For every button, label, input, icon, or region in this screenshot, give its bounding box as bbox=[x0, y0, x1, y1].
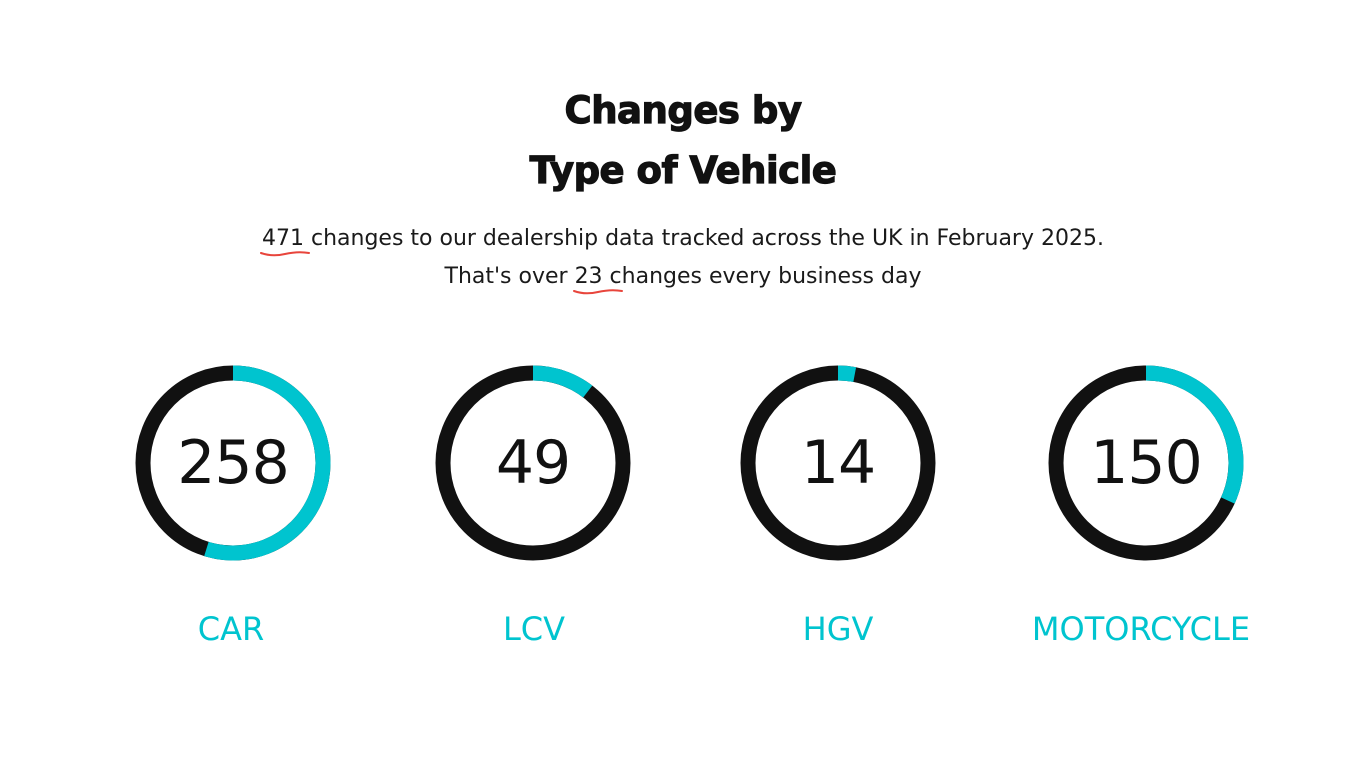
category-label-hgv: HGV bbox=[802, 610, 874, 648]
donut-svg-motorcycle bbox=[1048, 365, 1244, 561]
donut-car: 258 bbox=[134, 364, 332, 562]
daily-changes-value: 23 bbox=[574, 264, 603, 289]
category-label-motorcycle: MOTORCYCLE bbox=[1031, 610, 1251, 648]
total-changes-value: 471 bbox=[262, 226, 304, 251]
donut-share-arc-car bbox=[204, 365, 331, 561]
donut-svg-lcv bbox=[435, 365, 631, 561]
category-label-lcv: LCV bbox=[502, 610, 566, 648]
donut-value-lcv: 49 bbox=[495, 428, 571, 498]
page-title-line-1: Changes by bbox=[564, 88, 803, 132]
donut-svg-car bbox=[135, 365, 331, 561]
donut-value-car: 258 bbox=[177, 428, 290, 498]
summary-line-2-prefix: That's over bbox=[444, 264, 575, 289]
donut-hgv: 14 bbox=[739, 364, 937, 562]
donut-value-motorcycle: 150 bbox=[1090, 428, 1203, 498]
donut-share-arc-lcv bbox=[532, 365, 593, 398]
category-label-car: CAR bbox=[197, 610, 265, 648]
donut-lcv: 49 bbox=[434, 364, 632, 562]
summary-line-1-text: changes to our dealership data tracked a… bbox=[304, 226, 1104, 251]
donut-share-arc-hgv bbox=[837, 365, 857, 382]
donut-value-hgv: 14 bbox=[800, 428, 876, 498]
summary-line-1: 471 changes to our dealership data track… bbox=[0, 220, 1366, 258]
total-changes-number: 471 bbox=[260, 220, 310, 258]
donut-share-arc-motorcycle bbox=[1145, 365, 1244, 504]
daily-changes-number: 23 bbox=[572, 258, 623, 296]
highlight-squiggle bbox=[260, 251, 310, 257]
donut-svg-hgv bbox=[740, 365, 936, 561]
donut-motorcycle: 150 bbox=[1047, 364, 1245, 562]
highlight-squiggle bbox=[572, 289, 623, 295]
page-title-line-2: Type of Vehicle bbox=[529, 148, 837, 192]
summary-line-2: That's over 23 changes every business da… bbox=[0, 258, 1366, 296]
summary-line-2-text: changes every business day bbox=[602, 264, 922, 289]
